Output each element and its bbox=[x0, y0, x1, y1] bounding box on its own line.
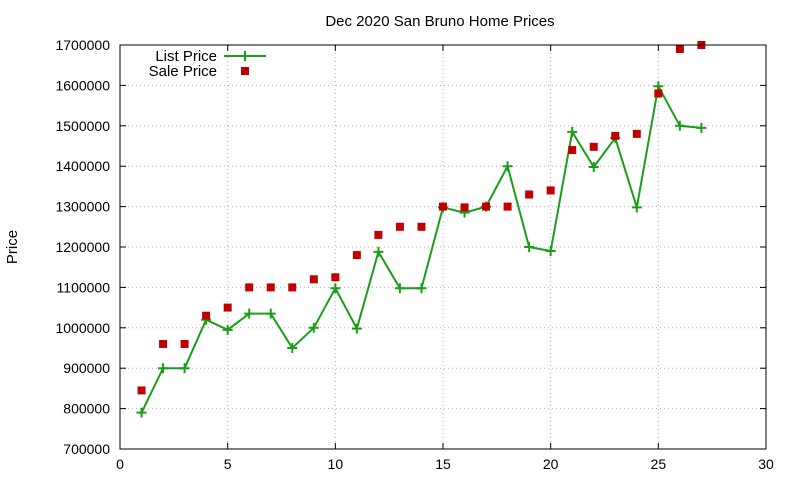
sale-price-point bbox=[309, 275, 318, 284]
chart-title: Dec 2020 San Bruno Home Prices bbox=[325, 13, 554, 30]
list-price-point bbox=[631, 202, 642, 213]
sale-price-point bbox=[288, 283, 297, 292]
list-price-point bbox=[588, 162, 599, 173]
sale-price-point bbox=[439, 202, 447, 211]
sale-price-point bbox=[482, 202, 491, 211]
x-tick-label: 15 bbox=[435, 456, 451, 472]
y-tick-label: 900000 bbox=[63, 360, 110, 376]
y-axis-label: Price bbox=[4, 230, 21, 264]
sale-price-point bbox=[503, 202, 512, 211]
sale-price-point bbox=[654, 89, 663, 98]
x-tick-label: 25 bbox=[651, 456, 667, 472]
list-price-point bbox=[351, 323, 362, 334]
y-tick-label: 1100000 bbox=[57, 279, 111, 295]
sale-price-point bbox=[632, 129, 641, 138]
legend-label-sale-price: Sale Price bbox=[149, 63, 217, 80]
list-price-point bbox=[158, 363, 169, 374]
y-tick-label: 1500000 bbox=[55, 118, 110, 134]
y-tick-label: 1000000 bbox=[55, 320, 110, 336]
sale-price-point bbox=[417, 222, 426, 231]
y-tick-label: 800000 bbox=[63, 401, 110, 417]
sale-price-point bbox=[589, 142, 598, 151]
y-tick-label: 700000 bbox=[63, 441, 110, 457]
y-tick-label: 1300000 bbox=[55, 199, 110, 215]
x-tick-label: 30 bbox=[758, 456, 774, 472]
legend-marker-sale-price bbox=[241, 67, 249, 75]
sale-price-point bbox=[180, 339, 189, 348]
sale-price-point bbox=[137, 386, 146, 395]
list-price-point bbox=[287, 343, 298, 353]
list-price-point bbox=[136, 407, 147, 418]
sale-price-point bbox=[245, 283, 254, 292]
axis-ticks: 0 5 10 15 20 25 30 700000 800000 900000 1000000 110… bbox=[55, 37, 774, 472]
y-tick-label: 1200000 bbox=[55, 239, 110, 255]
sale-price-point bbox=[223, 303, 232, 312]
sale-price-point bbox=[546, 186, 555, 195]
list-price-point bbox=[524, 242, 535, 252]
list-price-point bbox=[265, 308, 276, 319]
sale-price-point bbox=[568, 146, 577, 155]
list-price-point bbox=[394, 283, 405, 294]
list-price-point bbox=[330, 283, 341, 294]
list-price-point bbox=[416, 283, 427, 294]
list-price-point bbox=[674, 120, 685, 131]
y-tick-label: 1600000 bbox=[55, 77, 110, 93]
x-tick-label: 20 bbox=[543, 456, 559, 472]
list-price-point bbox=[244, 308, 255, 319]
sale-price-point bbox=[159, 339, 168, 348]
sale-price-point bbox=[202, 311, 211, 320]
y-tick-label: 1400000 bbox=[55, 158, 110, 174]
list-price-point bbox=[308, 322, 319, 333]
sale-price-point bbox=[525, 190, 534, 199]
sale-price-point bbox=[611, 131, 620, 140]
list-price-point bbox=[373, 246, 384, 257]
plot-frame bbox=[119, 44, 767, 450]
grid-lines bbox=[120, 45, 766, 449]
sale-price-point bbox=[675, 45, 684, 54]
y-tick-label: 1700000 bbox=[55, 37, 110, 53]
list-price-point bbox=[222, 324, 233, 335]
x-tick-label: 10 bbox=[328, 456, 344, 472]
x-tick-label: 5 bbox=[224, 456, 232, 472]
sale-price-point bbox=[266, 283, 275, 292]
legend: List Price Sale Price bbox=[149, 48, 266, 80]
sale-price-point bbox=[352, 251, 361, 260]
sale-price-point bbox=[395, 222, 404, 231]
legend-marker-list-price bbox=[240, 51, 250, 61]
sale-price-point bbox=[460, 203, 469, 212]
x-tick-label: 0 bbox=[116, 456, 124, 472]
list-price-point bbox=[567, 126, 578, 137]
series-layer bbox=[136, 41, 707, 418]
legend-label-list-price: List Price bbox=[155, 48, 217, 65]
sale-price-point bbox=[374, 230, 383, 239]
sale-price-point bbox=[331, 273, 340, 282]
list-price-point bbox=[545, 246, 556, 257]
list-price-point bbox=[696, 122, 707, 133]
list-price-point bbox=[179, 363, 190, 374]
list-price-point bbox=[502, 161, 513, 172]
